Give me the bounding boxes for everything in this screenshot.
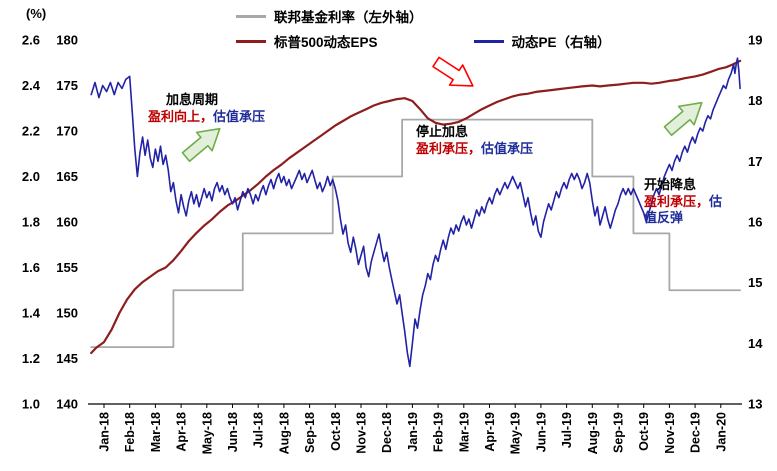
x-axis-label: Jun-19 xyxy=(534,412,548,452)
trend-arrow-up-hike-cycle xyxy=(181,127,221,163)
trend-arrow-up-cuts-shape xyxy=(663,101,703,137)
left-inner-axis-label: 165 xyxy=(56,169,78,184)
legend-label-fed-funds: 联邦基金利率（左外轴） xyxy=(274,10,423,25)
x-axis-label: Aug-19 xyxy=(586,412,600,454)
annotation-body: 盈利向上，估值承压 xyxy=(148,109,265,126)
annotation-valuation-text: 估值承压 xyxy=(213,108,266,124)
left-inner-axis-label: 160 xyxy=(56,215,78,230)
annotation-1: 加息周期 盈利向上，估值承压 xyxy=(148,92,265,125)
left-inner-axis-label: 170 xyxy=(56,124,78,139)
x-axis-label: Sep-19 xyxy=(612,412,626,453)
x-axis-label: Mar-19 xyxy=(457,412,471,452)
trend-arrow-down-pause-shape xyxy=(432,56,474,87)
left-outer-axis-label: 1.8 xyxy=(22,215,40,230)
left-axis-unit-label: (%) xyxy=(26,6,47,21)
x-axis-label: Jul-18 xyxy=(252,412,266,448)
x-axis-label: Nov-19 xyxy=(663,412,677,454)
left-inner-axis-label: 175 xyxy=(56,78,78,93)
left-inner-axis-label: 180 xyxy=(56,33,78,48)
annotation-title: 停止加息 xyxy=(416,124,469,139)
annotation-title: 开始降息 xyxy=(644,177,697,192)
x-axis-label: Feb-18 xyxy=(123,412,137,452)
annotation-3: 开始降息 盈利承压，估值反弹 xyxy=(644,177,726,227)
legend-item-fed-funds: 联邦基金利率（左外轴） xyxy=(236,6,423,26)
x-axis-label: Mar-18 xyxy=(149,412,163,452)
annotation-body: 盈利承压，估值承压 xyxy=(416,141,533,158)
left-inner-axis-label: 145 xyxy=(56,351,78,366)
trend-arrow-down-pause xyxy=(432,56,474,87)
right-axis-label: 14 xyxy=(748,336,763,351)
pe-line xyxy=(90,57,741,368)
left-outer-axis-label: 2.2 xyxy=(22,124,40,139)
legend-label-dynamic-pe: 动态PE（右轴） xyxy=(511,35,611,50)
annotation-body: 盈利承压，估值反弹 xyxy=(644,194,726,227)
left-inner-axis-label: 140 xyxy=(56,397,78,412)
right-axis-label: 18 xyxy=(748,93,762,108)
left-outer-axis-label: 1.4 xyxy=(22,306,41,321)
annotation-earnings-text: 盈利承压， xyxy=(644,193,710,209)
annotation-earnings-text: 盈利承压， xyxy=(416,140,482,156)
x-axis-label: Jun-18 xyxy=(226,412,240,452)
legend-row-1: 联邦基金利率（左外轴） xyxy=(236,6,611,26)
x-axis-label: Oct-18 xyxy=(329,412,343,451)
eps-line xyxy=(90,59,742,355)
fed-funds-line-swatch xyxy=(236,14,266,18)
right-axis-label: 19 xyxy=(748,33,762,48)
annotation-valuation-text: 估值反弹 xyxy=(644,193,723,226)
x-axis-label: Dec-19 xyxy=(689,412,703,453)
x-axis-label: Oct-19 xyxy=(637,412,651,451)
annotation-valuation-text: 估值承压 xyxy=(481,140,534,156)
annotation-earnings-text: 盈利向上， xyxy=(148,108,214,124)
left-outer-axis-label: 1.0 xyxy=(22,397,40,412)
x-axis-label: Jan-18 xyxy=(98,412,112,452)
legend-item-sp500-eps: 标普500动态EPS xyxy=(236,31,378,51)
left-outer-axis-label: 1.2 xyxy=(22,351,40,366)
left-outer-axis-label: 2.0 xyxy=(22,169,40,184)
fed-funds-step-line xyxy=(90,118,741,349)
x-axis-label: Apr-18 xyxy=(175,412,189,452)
left-outer-axis-label: 2.6 xyxy=(22,33,40,48)
x-axis-label: May-18 xyxy=(200,412,214,454)
legend-item-dynamic-pe: 动态PE（右轴） xyxy=(473,31,611,51)
x-axis-label: Dec-18 xyxy=(380,412,394,453)
right-axis-label: 13 xyxy=(748,397,762,412)
x-axis-label: Jan-19 xyxy=(406,412,420,452)
x-axis-label: Nov-18 xyxy=(355,412,369,454)
legend: 联邦基金利率（左外轴） 标普500动态EPS 动态PE（右轴） xyxy=(236,6,611,51)
left-inner-axis-label: 155 xyxy=(56,260,78,275)
annotation-title: 加息周期 xyxy=(166,92,219,107)
x-axis-label: Sep-18 xyxy=(303,412,317,453)
eps-line-swatch xyxy=(236,39,266,43)
x-axis-label: Jan-20 xyxy=(714,412,728,452)
left-outer-axis-label: 1.6 xyxy=(22,260,40,275)
x-axis-label: May-19 xyxy=(509,412,523,454)
x-axis-label: Aug-18 xyxy=(277,412,291,454)
legend-label-sp500-eps: 标普500动态EPS xyxy=(274,35,378,50)
right-axis-label: 17 xyxy=(748,154,762,169)
left-outer-axis-label: 2.4 xyxy=(22,78,41,93)
trend-arrow-up-cuts xyxy=(663,101,703,137)
pe-line-swatch xyxy=(473,39,504,43)
right-axis-label: 16 xyxy=(748,215,762,230)
x-axis-label: Feb-19 xyxy=(432,412,446,452)
left-inner-axis-label: 150 xyxy=(56,306,78,321)
x-axis-label: Jul-19 xyxy=(560,412,574,448)
legend-row-2: 标普500动态EPS 动态PE（右轴） xyxy=(236,31,611,51)
right-axis-label: 15 xyxy=(748,275,762,290)
trend-arrow-up-hike-cycle-shape xyxy=(181,127,221,163)
x-axis-label: Apr-19 xyxy=(483,412,497,452)
annotation-2: 停止加息 盈利承压，估值承压 xyxy=(416,124,533,157)
